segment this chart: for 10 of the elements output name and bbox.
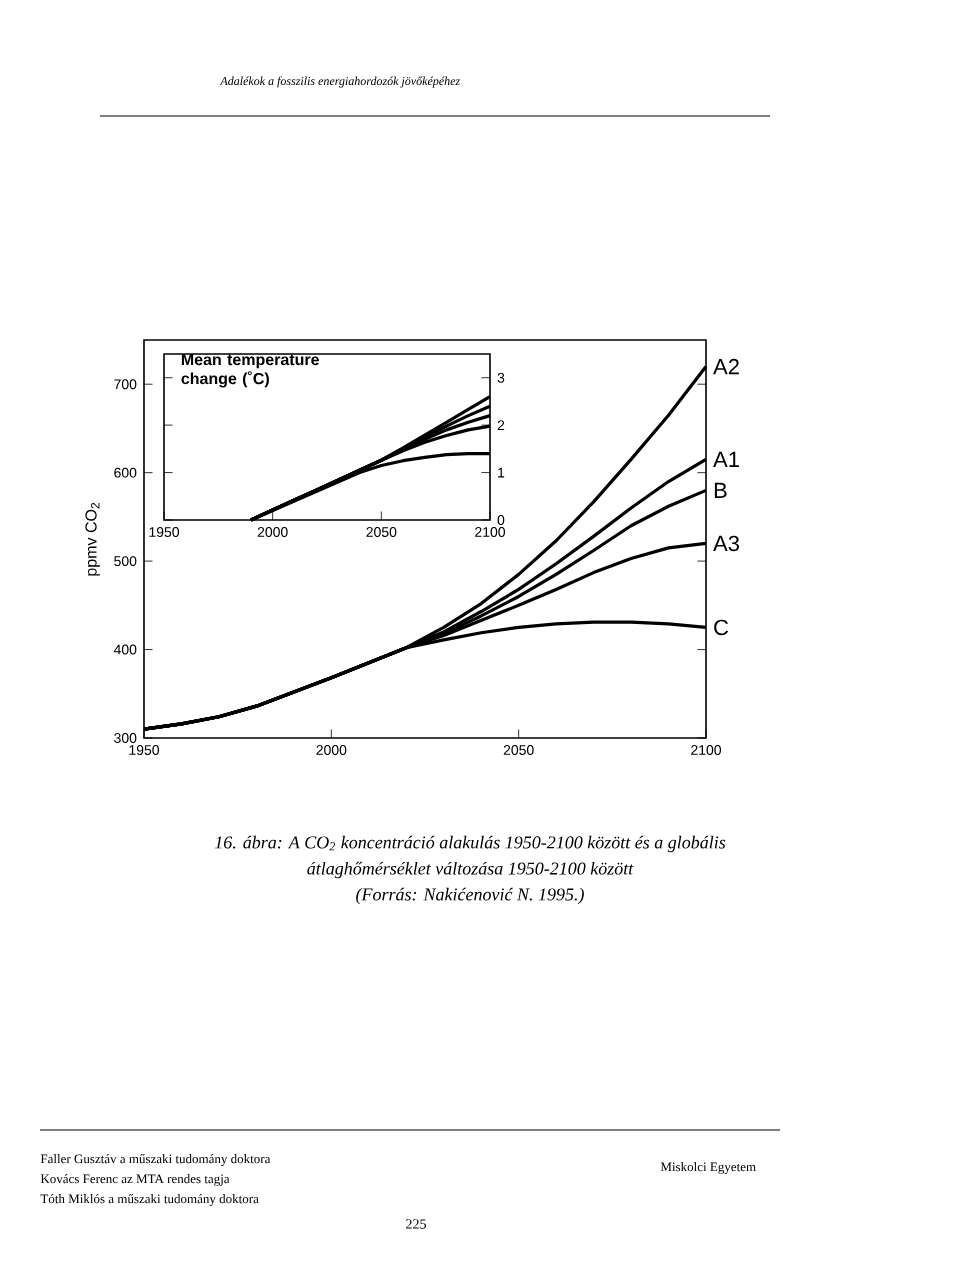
text: átlaghőmérséklet változása 1950-2100 között: [307, 861, 634, 879]
y-axis-title: ppmv CO$_{2}$: [85, 502, 100, 576]
text: 16. ábra: A CO$_{2}$ koncentráció alakulás 1950-2100 között és a globális: [214, 835, 726, 853]
legend-label: A1: [713, 451, 739, 467]
series-label: A2: [713, 358, 739, 375]
text: (Forrás: Nakićenović N. 1995.): [356, 887, 584, 905]
series-label: A3: [713, 535, 739, 552]
text: Mean temperature change (˚C): [181, 354, 319, 388]
series-label: C: [714, 619, 729, 636]
series-label: B: [714, 482, 727, 498]
